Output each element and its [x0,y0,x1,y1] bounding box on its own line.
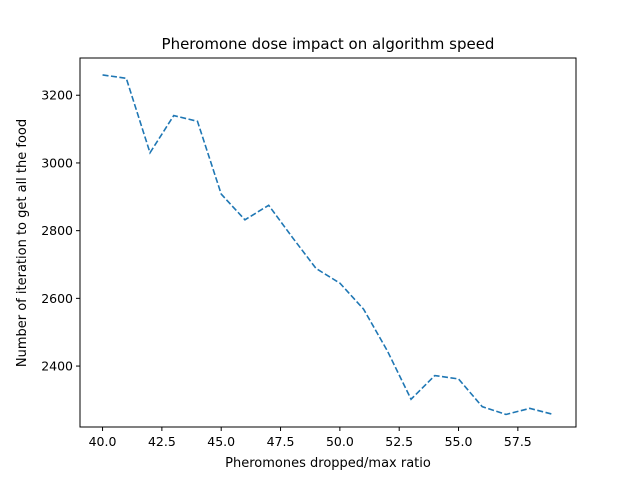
series-layer [102,74,554,416]
x-tick-label: 57.5 [504,434,532,449]
x-tick-label: 50.0 [326,434,354,449]
y-tick-label: 2400 [41,359,73,374]
x-tick-label: 47.5 [267,434,295,449]
y-tick-label: 2800 [41,223,73,238]
x-tick-label: 40.0 [89,434,117,449]
plot-frame [79,57,577,428]
y-tick-label: 3000 [41,155,73,170]
x-tick-label: 42.5 [148,434,176,449]
x-tick-label: 55.0 [445,434,473,449]
y-tick-label: 3200 [41,88,73,103]
y-tick-label: 2600 [41,291,73,306]
x-axis-label: Pheromones dropped/max ratio [225,456,431,471]
chart-title: Pheromone dose impact on algorithm speed [162,35,495,53]
x-tick-label: 45.0 [207,434,235,449]
axis-ticks: 40.0 42.5 45.0 47.5 50.0 52.5 55.0 57.5 2400 2600… [41,88,532,449]
series-line [102,74,554,416]
y-axis-label: Number of iteration to get all the food [15,119,30,367]
x-tick-label: 52.5 [385,434,413,449]
